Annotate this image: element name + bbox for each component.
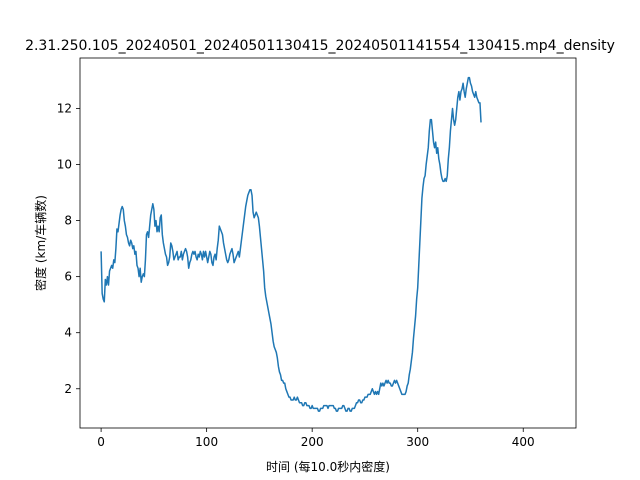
x-tick-label: 200 (301, 435, 324, 449)
chart-title: 2.31.250.105_20240501_20240501130415_202… (25, 38, 615, 54)
x-tick-label: 400 (512, 435, 535, 449)
x-axis-label: 时间 (每10.0秒内密度) (266, 459, 390, 474)
y-tick-label: 4 (64, 326, 72, 340)
y-axis-ticks: 2 4 6 8 10 12 (57, 101, 80, 396)
x-tick-label: 300 (406, 435, 429, 449)
plot-frame (79, 57, 577, 429)
x-axis-ticks: 0 100 200 300 400 (97, 428, 535, 449)
plot-area (100, 76, 482, 412)
y-tick-label: 10 (57, 158, 72, 172)
y-tick-label: 12 (57, 101, 72, 115)
y-tick-label: 8 (64, 214, 72, 228)
x-tick-label: 100 (195, 435, 218, 449)
y-tick-label: 2 (64, 382, 72, 396)
y-axis-label: 密度 (km/车辆数) (33, 195, 48, 291)
y-tick-label: 6 (64, 270, 72, 284)
x-tick-label: 0 (97, 435, 105, 449)
density-series-line (100, 76, 482, 412)
